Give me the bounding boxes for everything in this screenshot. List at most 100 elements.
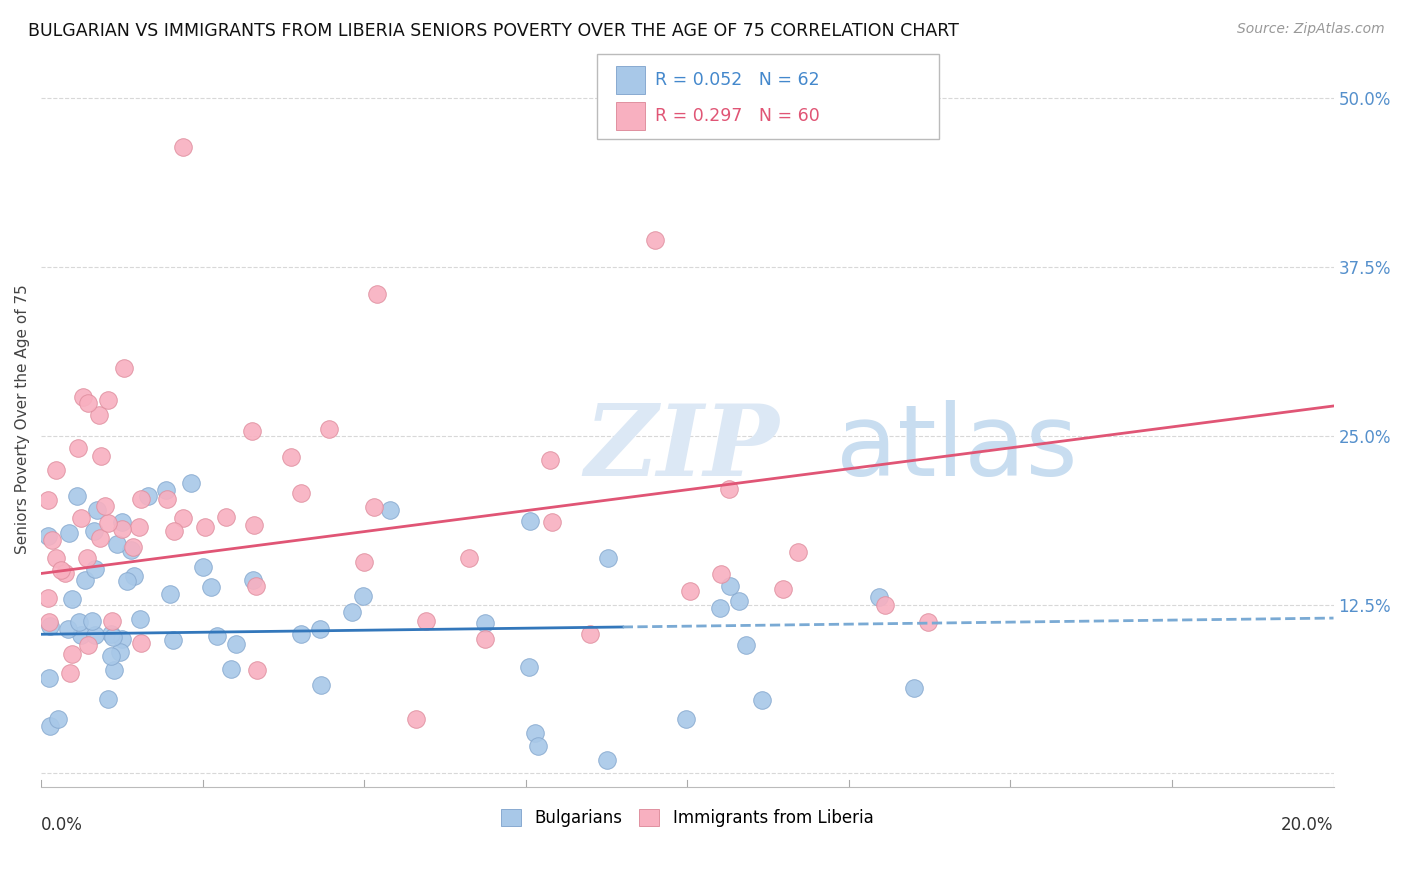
Point <box>72 390 94 404</box>
Point <box>41 533 63 548</box>
Point <box>246 663 269 677</box>
Point <box>112 361 135 376</box>
Point <box>76 550 98 565</box>
Text: 20.0%: 20.0% <box>1281 816 1333 834</box>
Point <box>718 482 741 496</box>
Text: 0.0%: 0.0% <box>41 816 83 834</box>
Point <box>678 583 700 598</box>
Point <box>46 712 69 726</box>
Point <box>37 493 59 508</box>
Point <box>111 632 134 646</box>
Point <box>517 660 540 674</box>
Point <box>60 592 83 607</box>
Point <box>163 524 186 539</box>
Point <box>155 483 177 497</box>
Point <box>718 579 741 593</box>
Point <box>903 681 925 695</box>
Point <box>80 614 103 628</box>
Text: R = 0.052   N = 62: R = 0.052 N = 62 <box>655 70 820 88</box>
Point <box>875 598 897 612</box>
Point <box>458 550 481 565</box>
Point <box>129 492 152 507</box>
Point <box>194 520 217 534</box>
Point <box>45 463 67 477</box>
Point <box>100 649 122 664</box>
Point <box>37 591 59 606</box>
Point <box>117 574 139 588</box>
Point <box>59 665 82 680</box>
Point <box>378 503 401 517</box>
Point <box>129 612 152 626</box>
Point <box>415 614 437 628</box>
Point <box>120 543 142 558</box>
Point <box>84 562 107 576</box>
Y-axis label: Seniors Poverty Over the Age of 75: Seniors Poverty Over the Age of 75 <box>15 284 30 554</box>
Point <box>66 490 89 504</box>
Point <box>67 615 90 630</box>
Point <box>786 545 808 559</box>
Point <box>917 615 939 629</box>
Point <box>474 616 496 631</box>
Point <box>290 486 312 500</box>
Point <box>200 580 222 594</box>
FancyBboxPatch shape <box>616 102 645 130</box>
Text: atlas: atlas <box>837 400 1077 497</box>
Point <box>73 573 96 587</box>
Point <box>122 569 145 583</box>
Point <box>524 726 547 740</box>
Point <box>105 537 128 551</box>
Point <box>122 540 145 554</box>
Point <box>219 661 242 675</box>
Point <box>596 551 619 566</box>
Point <box>100 627 122 641</box>
Point <box>318 422 340 436</box>
Point <box>97 692 120 706</box>
Point <box>83 524 105 539</box>
Point <box>69 511 91 525</box>
Point <box>49 563 72 577</box>
Point <box>242 573 264 587</box>
Point <box>103 664 125 678</box>
Point <box>290 627 312 641</box>
FancyBboxPatch shape <box>596 54 939 139</box>
Point <box>772 582 794 597</box>
Point <box>709 600 731 615</box>
Text: R = 0.297   N = 60: R = 0.297 N = 60 <box>655 107 820 125</box>
Point <box>77 396 100 410</box>
Point <box>45 551 67 566</box>
Point <box>710 566 733 581</box>
Point <box>595 753 617 767</box>
Point <box>38 671 60 685</box>
Point <box>38 615 60 629</box>
Point <box>86 503 108 517</box>
Point <box>172 139 194 153</box>
Point <box>100 614 122 628</box>
Point <box>644 233 666 247</box>
Point <box>87 409 110 423</box>
Point <box>474 632 496 647</box>
Legend: Bulgarians, Immigrants from Liberia: Bulgarians, Immigrants from Liberia <box>495 802 880 834</box>
Point <box>162 632 184 647</box>
Point <box>156 491 179 506</box>
Point <box>280 450 302 464</box>
Point <box>245 579 267 593</box>
Point <box>352 589 374 603</box>
Point <box>58 526 80 541</box>
Point <box>527 739 550 754</box>
Point <box>191 560 214 574</box>
Point <box>579 627 602 641</box>
Point <box>309 678 332 692</box>
Point <box>108 644 131 658</box>
Point <box>675 712 697 726</box>
Point <box>240 425 263 439</box>
Point <box>38 719 60 733</box>
Point <box>94 500 117 514</box>
Point <box>868 590 890 604</box>
Point <box>159 587 181 601</box>
Point <box>101 631 124 645</box>
Point <box>751 693 773 707</box>
Point <box>67 441 90 455</box>
Point <box>89 531 111 545</box>
Text: ZIP: ZIP <box>583 400 779 497</box>
Point <box>540 452 562 467</box>
